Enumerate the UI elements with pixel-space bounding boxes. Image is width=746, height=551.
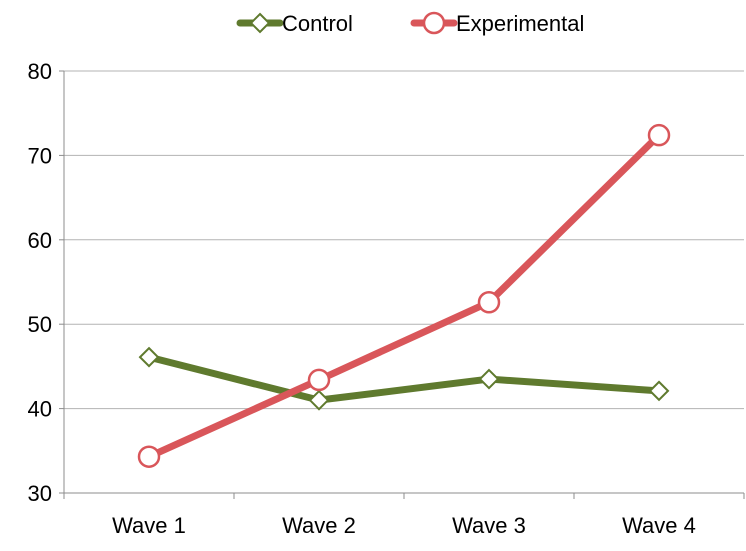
data-point-experimental — [137, 445, 161, 468]
data-point-experimental — [307, 368, 331, 392]
x-tick-label: Wave 3 — [452, 513, 526, 538]
series-line-control — [145, 353, 663, 404]
data-point-control — [308, 389, 330, 411]
axes — [59, 70, 745, 499]
data-point-control — [138, 346, 160, 368]
y-tick-label: 30 — [28, 481, 52, 506]
series-line-experimental — [145, 131, 663, 461]
legend-label: Control — [282, 11, 353, 36]
legend-marker-control — [249, 12, 271, 34]
series — [137, 123, 671, 468]
y-tick-label: 40 — [28, 397, 52, 422]
legend: Control Experimental — [236, 11, 584, 36]
data-point-experimental — [647, 123, 671, 147]
data-point-experimental — [477, 291, 501, 314]
x-tick-label: Wave 1 — [112, 513, 186, 538]
y-tick-label: 80 — [28, 59, 52, 84]
x-tick-label: Wave 4 — [622, 513, 696, 538]
y-tick-label: 70 — [28, 143, 52, 168]
tick-labels: 30 40 50 60 70 80 Wave 1 Wave 2 Wave 3 Wave 4 — [28, 59, 696, 538]
data-point-control — [648, 380, 670, 402]
legend-marker-experimental — [422, 11, 446, 35]
y-tick-label: 50 — [28, 312, 52, 337]
gridlines — [64, 70, 744, 410]
data-point-control — [478, 368, 500, 390]
legend-label: Experimental — [456, 11, 584, 36]
y-tick-label: 60 — [28, 228, 52, 253]
x-tick-label: Wave 2 — [282, 513, 356, 538]
